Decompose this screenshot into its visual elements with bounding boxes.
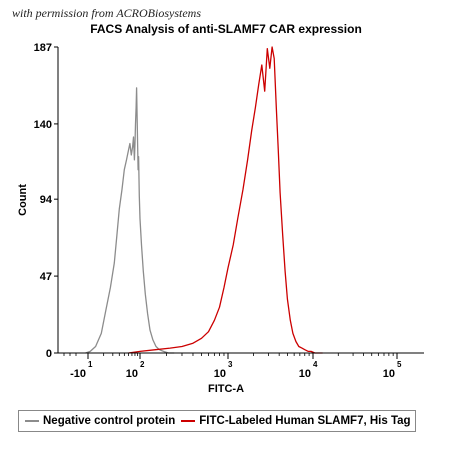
y-tick-label: 47 bbox=[40, 271, 52, 283]
chart-legend: Negative control protein FITC-Labeled Hu… bbox=[18, 410, 416, 432]
y-tick-label: 0 bbox=[46, 348, 52, 360]
legend-swatch-slamf7 bbox=[181, 420, 196, 422]
x-tick-label: 10 bbox=[299, 368, 311, 380]
y-axis-label: Count bbox=[17, 184, 29, 216]
x-tick-label: 10 bbox=[214, 368, 226, 380]
x-tick-exponent: 5 bbox=[397, 360, 402, 369]
y-tick-label: 187 bbox=[34, 42, 52, 54]
y-tick-label: 94 bbox=[40, 194, 53, 206]
x-tick-label: 10 bbox=[126, 368, 138, 380]
x-tick-label: -10 bbox=[70, 368, 86, 380]
series-line-negative-control bbox=[85, 87, 175, 354]
y-tick-label: 140 bbox=[34, 119, 52, 131]
legend-item-negative-control: Negative control protein bbox=[19, 415, 175, 427]
chart-title: FACS Analysis of anti-SLAMF7 CAR express… bbox=[90, 22, 362, 36]
x-tick-exponent: 3 bbox=[228, 360, 233, 369]
x-tick-exponent: 1 bbox=[88, 360, 93, 369]
x-tick-exponent: 4 bbox=[313, 360, 318, 369]
legend-swatch-negative-control bbox=[25, 420, 39, 422]
legend-item-slamf7: FITC-Labeled Human SLAMF7, His Tag bbox=[175, 415, 411, 427]
series-line-slamf7 bbox=[128, 46, 323, 354]
legend-label-slamf7: FITC-Labeled Human SLAMF7, His Tag bbox=[199, 415, 411, 427]
legend-label-negative-control: Negative control protein bbox=[43, 415, 176, 427]
x-tick-label: 10 bbox=[383, 368, 395, 380]
watermark-text: with permission from ACROBiosystems bbox=[12, 6, 202, 20]
x-axis-label: FITC-A bbox=[208, 383, 244, 395]
x-tick-exponent: 2 bbox=[140, 360, 145, 369]
